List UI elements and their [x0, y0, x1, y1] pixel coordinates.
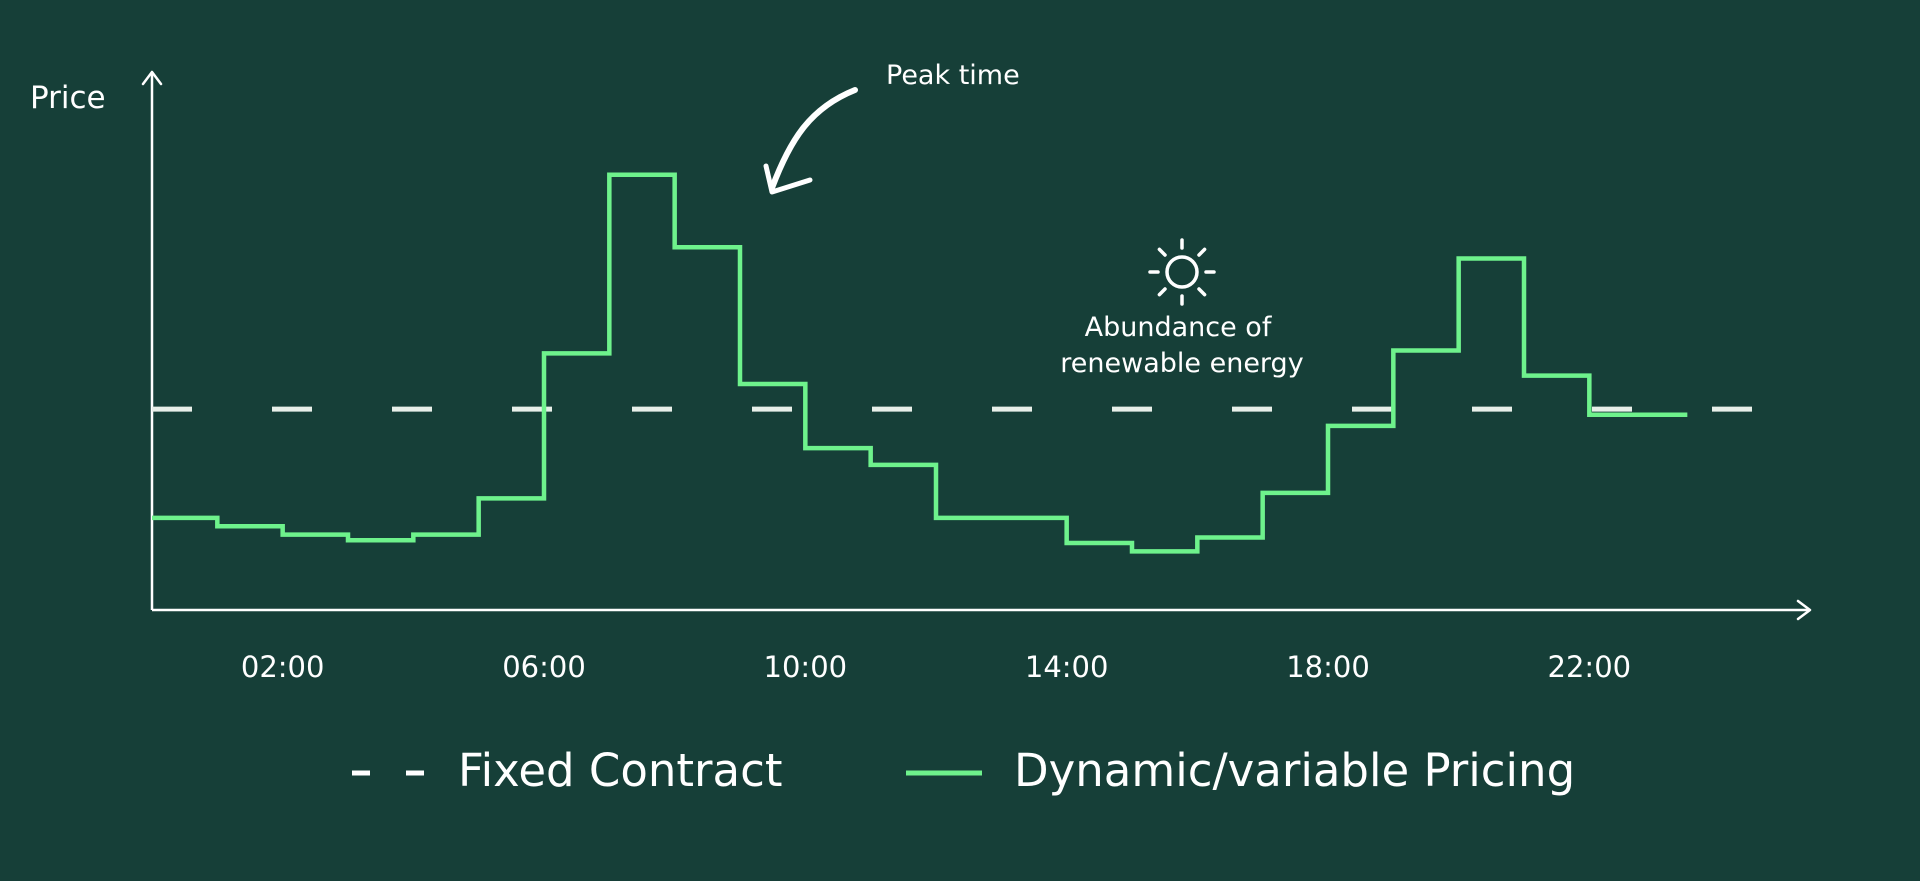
- axes: Price: [30, 70, 1812, 621]
- x-tick-label: 18:00: [1286, 650, 1370, 684]
- legend-label-fixed-contract: Fixed Contract: [458, 744, 783, 797]
- legend-label-dynamic-pricing: Dynamic/variable Pricing: [1014, 744, 1575, 797]
- legend-item-fixed-contract: Fixed Contract: [352, 744, 783, 797]
- peak-time-label: Peak time: [886, 60, 1020, 91]
- x-tick-labels: 02:00 06:00 10:00 14:00 18:00 22:00: [241, 650, 1631, 684]
- renewable-label-line-1: Abundance of: [1085, 312, 1273, 343]
- legend-item-dynamic-pricing: Dynamic/variable Pricing: [906, 744, 1575, 797]
- y-axis-label: Price: [30, 80, 106, 116]
- renewable-label-line-2: renewable energy: [1060, 348, 1303, 379]
- x-tick-label: 10:00: [764, 650, 848, 684]
- x-tick-label: 06:00: [502, 650, 586, 684]
- y-axis-arrowhead: [141, 70, 163, 86]
- x-tick-label: 22:00: [1548, 650, 1632, 684]
- x-tick-label: 02:00: [241, 650, 325, 684]
- arrow-annotation-icon: [763, 87, 858, 195]
- x-tick-label: 14:00: [1025, 650, 1109, 684]
- dynamic-pricing-line: [152, 172, 1688, 554]
- peak-time-annotation: Peak time: [763, 60, 1020, 195]
- renewable-annotation: Abundance of renewable energy: [1060, 238, 1304, 379]
- sun-icon: [1148, 238, 1216, 306]
- x-axis-arrowhead: [1796, 599, 1812, 621]
- legend: Fixed Contract Dynamic/variable Pricing: [352, 744, 1575, 797]
